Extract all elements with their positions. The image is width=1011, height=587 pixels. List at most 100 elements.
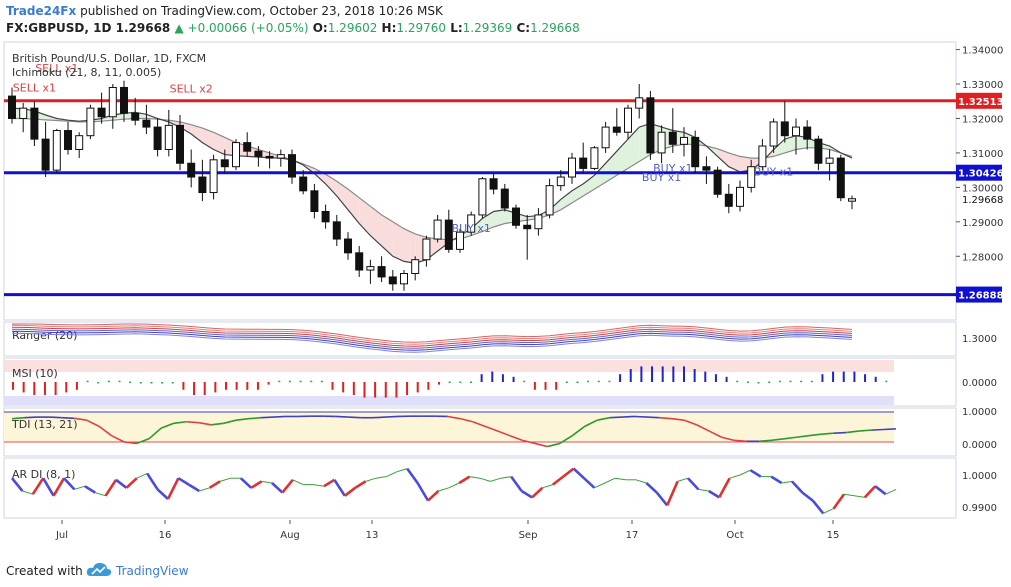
msi-bar — [778, 380, 781, 383]
ardi-line-segment — [655, 491, 669, 507]
candle-body — [299, 176, 308, 192]
candle-body — [400, 272, 408, 285]
price-axis-label: 1.30000 — [962, 183, 1003, 194]
tdi-line-segment — [472, 421, 486, 428]
candle-body — [736, 186, 744, 207]
candle-body — [422, 238, 431, 261]
tdi-line-segment — [783, 436, 797, 440]
candle-body — [209, 159, 218, 194]
ardi-line-segment — [500, 476, 512, 479]
tdi-line-segment — [796, 434, 809, 439]
ardi-line-segment — [239, 477, 253, 489]
tdi-line-segment — [708, 430, 723, 438]
tenkan-line — [11, 107, 853, 264]
msi-bar — [661, 366, 664, 382]
candle-body — [64, 130, 72, 150]
tdi-line-segment — [758, 439, 772, 443]
msi-bar — [619, 374, 622, 382]
time-axis-label: 16 — [159, 530, 172, 541]
created-with-text: Created with — [6, 564, 83, 578]
msi-bar — [299, 380, 302, 383]
ardi-line-segment — [863, 485, 877, 499]
sell-signal-label: SELL x1 — [35, 62, 78, 75]
chart-header: Trade24Fx published on TradingView.com, … — [0, 0, 1011, 40]
ardi-line-segment — [479, 477, 491, 482]
ardi-title: AR DI (8, 1) — [12, 468, 75, 481]
msi-bar — [885, 380, 888, 383]
candle-body — [176, 124, 184, 164]
msi-bar — [438, 382, 441, 385]
ardi-line-segment — [583, 477, 596, 489]
ardi-line-segment — [604, 477, 616, 484]
price-level-label: 1.26888 — [958, 291, 1004, 302]
tdi-line-segment — [584, 419, 598, 428]
ardi-line-segment — [438, 487, 449, 492]
ardi-line-segment — [396, 468, 408, 473]
msi-bar — [235, 382, 238, 390]
candle-body — [489, 178, 498, 190]
ardi-line-segment — [115, 478, 128, 489]
price-level-label: 1.32513 — [958, 97, 1004, 108]
tdi-line-segment — [858, 429, 872, 432]
candle-body — [41, 138, 50, 171]
msi-bar — [704, 371, 707, 382]
candle-body — [75, 135, 84, 150]
msi-bar — [853, 371, 856, 382]
ardi-line-segment — [386, 471, 398, 478]
time-axis-label: Aug — [280, 530, 300, 541]
ardi-line-segment — [531, 486, 544, 499]
candle-body — [131, 112, 140, 121]
ardi-line-segment — [520, 489, 533, 499]
ardi-line-segment — [427, 490, 440, 502]
candle-body — [97, 107, 106, 118]
tdi-line-segment — [273, 415, 286, 418]
msi-bar — [800, 380, 803, 383]
tdi-axis-label: 1.0000 — [962, 407, 997, 418]
msi-bar — [501, 374, 504, 382]
msi-bar — [107, 380, 110, 383]
ardi-line-segment — [677, 477, 689, 482]
msi-bar — [576, 381, 579, 383]
candle-body — [814, 138, 823, 164]
tdi-line-segment — [198, 421, 212, 426]
chart-area[interactable]: 1.34000 1.33000 1.32000 1.31000 1.30000 1.290… — [0, 40, 1011, 555]
time-axis-label: 15 — [827, 530, 840, 541]
msi-lower-band — [4, 396, 894, 405]
tdi-line-segment — [148, 427, 162, 440]
candle-body — [30, 107, 39, 140]
tdi-line-segment — [609, 416, 623, 419]
candle-body — [344, 238, 352, 254]
high-label: H: — [381, 21, 397, 35]
ardi-line-segment — [84, 485, 96, 494]
last-price: 1.29668 — [115, 21, 171, 35]
candle-body — [545, 185, 554, 216]
publish-line: Trade24Fx published on TradingView.com, … — [6, 4, 443, 18]
msi-bar — [757, 382, 760, 384]
ardi-line-segment — [63, 477, 76, 491]
tdi-line-segment — [98, 425, 113, 437]
ardi-line-segment — [739, 469, 751, 476]
ardi-line-segment — [42, 477, 55, 497]
candle-body — [668, 131, 677, 145]
price-change: ▲ +0.00066 (+0.05%) — [174, 21, 309, 35]
candle-body — [512, 207, 520, 226]
candle-body — [198, 176, 207, 194]
tdi-line-segment — [348, 416, 361, 419]
candle-body — [691, 136, 700, 168]
tdi-line-segment — [684, 419, 698, 426]
publisher-name[interactable]: Trade24Fx — [6, 4, 77, 18]
ardi-line-segment — [365, 477, 377, 482]
candle-body — [388, 276, 397, 285]
msi-bar — [864, 374, 867, 382]
ardi-line-segment — [156, 488, 169, 500]
msi-bar — [491, 371, 494, 382]
msi-bar — [842, 371, 845, 382]
tradingview-link[interactable]: TradingView — [116, 564, 189, 578]
ichimoku-cloud-segment — [728, 152, 740, 172]
indicator-pane-border — [3, 357, 957, 407]
msi-bar — [565, 381, 568, 383]
tdi-line-segment — [123, 441, 137, 445]
msi-bar — [682, 366, 685, 382]
candle-body — [456, 231, 464, 250]
tdi-line-segment — [24, 416, 37, 419]
